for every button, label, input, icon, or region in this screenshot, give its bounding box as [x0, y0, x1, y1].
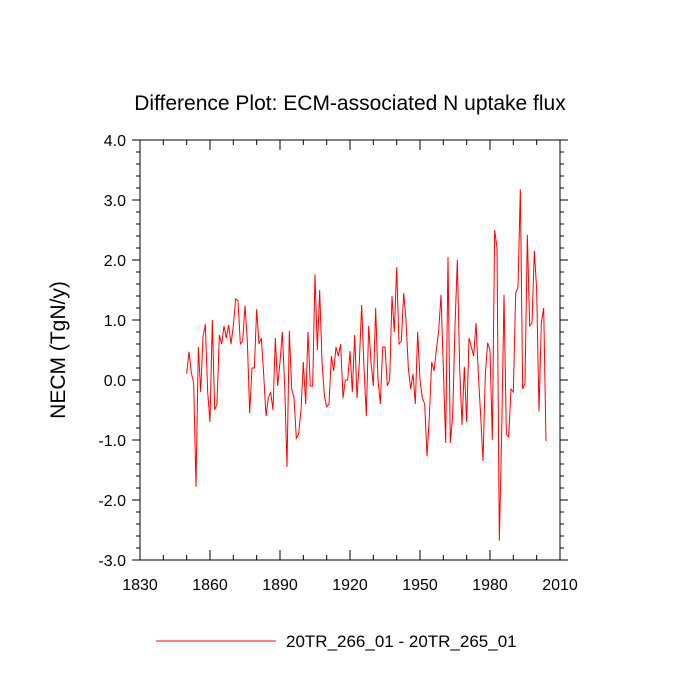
x-tick-labels: 1830 1860 1890 1920 1950 1980 2010 — [122, 577, 578, 594]
x-tick-label: 2010 — [542, 577, 578, 594]
y-tick-label: 2.0 — [104, 253, 126, 270]
y-tick-label: 1.0 — [104, 313, 126, 330]
chart-title: Difference Plot: ECM-associated N uptake… — [134, 92, 566, 115]
x-tick-label: 1890 — [262, 577, 298, 594]
x-tick-label: 1950 — [402, 577, 438, 594]
legend-label: 20TR_266_01 - 20TR_265_01 — [286, 632, 517, 651]
y-axis-label: NECM (TgN/y) — [47, 281, 70, 419]
x-tick-label: 1980 — [472, 577, 508, 594]
legend: 20TR_266_01 - 20TR_265_01 — [156, 632, 517, 651]
series-group — [186, 189, 547, 541]
y-tick-label: -2.0 — [98, 493, 126, 510]
x-tick-label: 1920 — [332, 577, 368, 594]
x-tick-label: 1830 — [122, 577, 158, 594]
y-tick-labels: -3.0 -2.0 -1.0 0.0 1.0 2.0 3.0 4.0 — [98, 133, 126, 570]
series-line — [186, 189, 547, 541]
y-tick-label: 4.0 — [104, 133, 126, 150]
y-tick-label: 0.0 — [104, 373, 126, 390]
y-tick-label: 3.0 — [104, 193, 126, 210]
x-tick-label: 1860 — [192, 577, 228, 594]
plot-frame — [139, 139, 561, 561]
y-tick-label: -3.0 — [98, 553, 126, 570]
y-tick-label: -1.0 — [98, 433, 126, 450]
